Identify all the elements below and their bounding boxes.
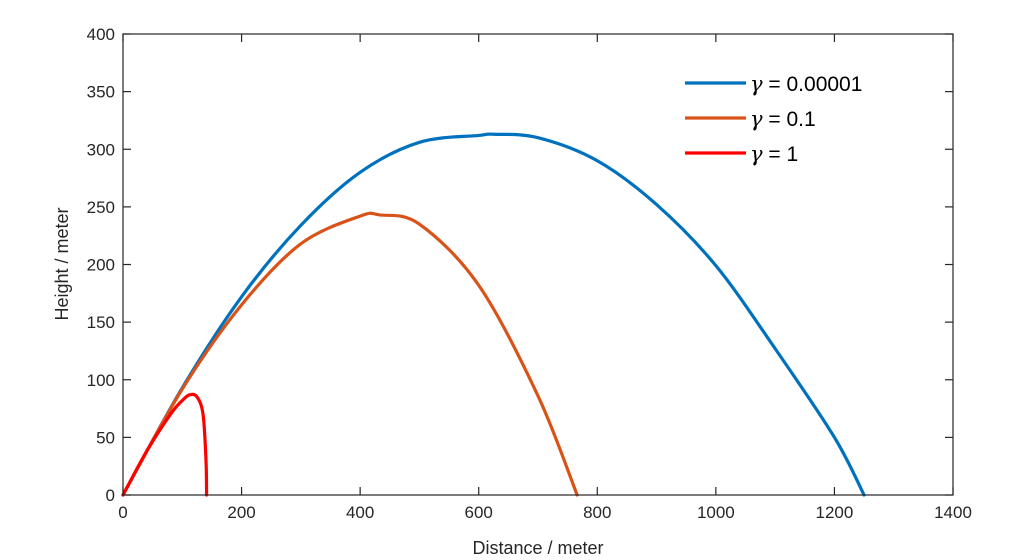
y-tick-label: 100 (87, 371, 115, 390)
legend-label-0: γ = 0.00001 (750, 72, 862, 96)
y-axis-label: Height / meter (52, 207, 72, 320)
y-tick-label: 0 (106, 486, 115, 505)
y-tick-label: 250 (87, 198, 115, 217)
x-tick-label: 1400 (934, 503, 972, 522)
y-tick-label: 50 (96, 428, 115, 447)
x-tick-label: 0 (118, 503, 127, 522)
x-tick-label: 400 (346, 503, 374, 522)
series-line-2 (121, 392, 209, 497)
series-line-1 (121, 211, 579, 497)
y-tick-label: 350 (87, 83, 115, 102)
legend-label-2: γ = 1 (750, 142, 798, 166)
legend-label-1: γ = 0.1 (750, 107, 816, 131)
series-line-0 (121, 132, 866, 497)
x-tick-label: 600 (465, 503, 493, 522)
x-tick-label: 800 (583, 503, 611, 522)
legend: γ = 0.00001 γ = 0.1 γ = 1 (685, 72, 862, 166)
y-tick-label: 400 (87, 25, 115, 44)
x-tick-label: 1200 (816, 503, 854, 522)
x-tick-label: 200 (227, 503, 255, 522)
plot-area (121, 132, 866, 497)
axes: 0 200 400 600 800 1000 1200 1400 0 50 100 150 200 250… (87, 25, 972, 522)
y-tick-label: 300 (87, 140, 115, 159)
x-axis-label: Distance / meter (472, 538, 603, 558)
x-tick-label: 1000 (697, 503, 735, 522)
y-tick-label: 150 (87, 313, 115, 332)
y-tick-label: 200 (87, 256, 115, 275)
